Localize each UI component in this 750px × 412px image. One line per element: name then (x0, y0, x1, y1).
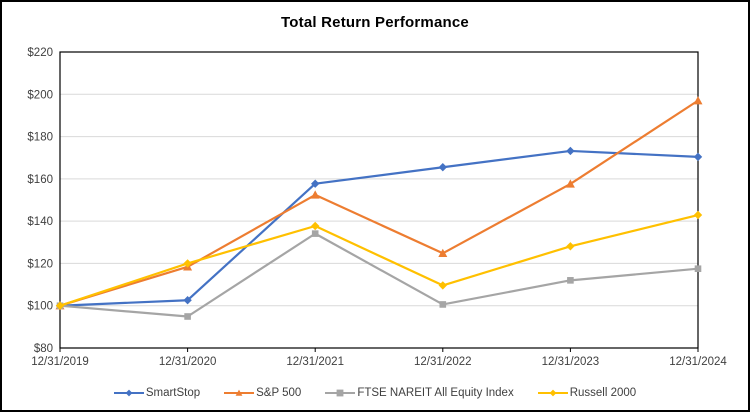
legend-item-ftse-nareit-all-equity-index: FTSE NAREIT All Equity Index (325, 387, 514, 399)
data-point-marker (311, 221, 320, 231)
data-point-marker (438, 281, 447, 290)
legend-item-s-p-500: S&P 500 (224, 387, 301, 399)
legend-marker-icon (224, 389, 255, 396)
data-point-marker (693, 210, 703, 220)
legend-marker-icon (113, 389, 144, 397)
data-point-marker (55, 301, 65, 310)
data-point-marker (439, 301, 447, 308)
data-point-marker (438, 248, 448, 257)
data-point-marker (311, 230, 319, 237)
legend-marker-icon (325, 389, 356, 397)
y-tick-label: $140 (27, 216, 53, 228)
chart-title: Total Return Performance (281, 14, 469, 31)
data-point-marker (693, 152, 703, 162)
y-tick-label: $120 (27, 258, 53, 270)
legend-marker-icon (537, 389, 568, 397)
y-tick-label: $220 (27, 47, 53, 59)
y-tick-label: $160 (27, 174, 53, 186)
series-russell-2000 (55, 210, 703, 310)
x-tick-label: 12/31/2023 (542, 356, 600, 368)
data-point-marker (566, 242, 575, 251)
data-point-marker (125, 389, 133, 397)
data-point-marker (336, 389, 344, 397)
legend-item-russell-2000: Russell 2000 (537, 387, 637, 399)
data-point-marker (235, 389, 243, 396)
x-tick-label: 12/31/2021 (286, 356, 344, 368)
data-point-marker (694, 265, 702, 273)
y-tick-label: $100 (27, 301, 53, 313)
y-axis-labels: $80 $100 $120 $140 $160 $180 $200 $220 (27, 47, 53, 355)
data-point-marker (183, 296, 192, 305)
x-tick-label: 12/31/2020 (159, 356, 217, 368)
legend: SmartStop S&P 500 FTSE NAREIT All Equity I… (2, 387, 748, 399)
data-point-marker (310, 190, 320, 199)
x-axis-labels: 12/31/2019 12/31/2020 12/31/2021 12/31/2022… (31, 348, 727, 368)
legend-label: SmartStop (145, 387, 201, 399)
series-line (59, 213, 699, 307)
x-tick-label: 12/31/2022 (414, 356, 472, 368)
x-tick-label: 12/31/2019 (31, 356, 89, 368)
data-point-marker (549, 389, 557, 397)
plot-border (59, 51, 699, 349)
series-smartstop (55, 146, 703, 310)
legend-item-smartstop: SmartStop (113, 387, 201, 399)
x-tick-label: 12/31/2024 (669, 356, 727, 368)
data-point-marker (693, 96, 703, 105)
data-point-marker (567, 277, 574, 284)
series-line (59, 149, 699, 307)
data-point-marker (438, 163, 447, 172)
data-point-marker (184, 313, 191, 320)
data-point-marker (183, 259, 192, 268)
data-point-marker (566, 146, 575, 156)
y-tick-label: $80 (34, 343, 53, 355)
gridlines (60, 51, 698, 349)
series-line (59, 99, 699, 307)
legend-label: FTSE NAREIT All Equity Index (357, 387, 514, 399)
y-tick-label: $200 (27, 89, 53, 101)
data-point-marker (565, 179, 575, 188)
y-tick-label: $180 (27, 132, 53, 144)
series-line (59, 232, 699, 318)
legend-label: Russell 2000 (569, 387, 637, 399)
legend-label: S&P 500 (256, 387, 302, 399)
data-point-marker (311, 179, 320, 188)
